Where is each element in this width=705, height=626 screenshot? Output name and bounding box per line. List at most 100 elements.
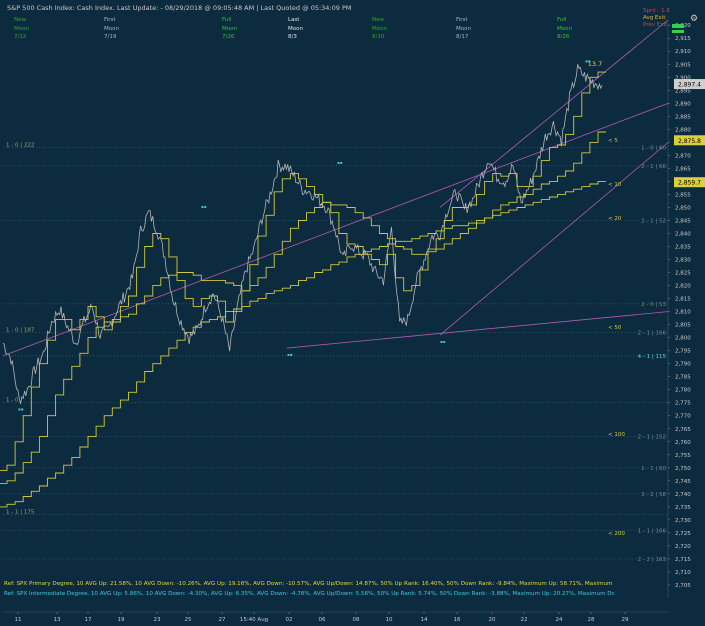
y-tick-label: 2,885	[675, 114, 691, 120]
y-tick-label: 2,735	[675, 505, 691, 511]
spread-indicator-text: Prev Exit	[643, 22, 668, 28]
price-tag	[674, 79, 705, 90]
price-tag-label: 2,875.8	[678, 138, 701, 145]
fib-label-right: 2 - 1 | 66	[641, 164, 666, 170]
ma-label: < 5	[608, 138, 618, 144]
y-tick-label: 2,890	[675, 101, 691, 107]
x-tick-label: 22	[521, 617, 528, 623]
y-tick-label: 2,795	[675, 349, 691, 355]
moon-label: Moon	[222, 26, 237, 32]
fib-label-left: 1 - 0 | 187	[6, 327, 35, 333]
fib-label-right: 2 - 2 | 163	[638, 557, 667, 563]
y-tick-label: 2,720	[675, 544, 691, 550]
trendline	[286, 311, 669, 349]
moon-label: Moon	[372, 26, 387, 32]
y-tick-label: 2,845	[675, 218, 691, 224]
y-tick-label: 2,825	[675, 271, 691, 277]
fib-label-left: 1 - 1 | 175	[6, 510, 35, 516]
y-tick-label: 2,915	[675, 36, 691, 42]
swing-marker: ▪▪	[337, 160, 343, 165]
x-tick-label: 14	[421, 617, 428, 623]
y-tick-label: 2,775	[675, 401, 691, 407]
fib-label-right: 1 - 1 | 60	[641, 466, 666, 472]
x-tick-label: 15:40 Aug	[240, 617, 268, 623]
x-tick-label: 06	[319, 617, 326, 623]
fib-label-right: 4 - 1 | 115	[638, 354, 667, 360]
y-tick-label: 2,810	[675, 310, 691, 316]
moon-label: Moon	[104, 26, 119, 32]
x-tick-label: 23	[154, 617, 161, 623]
ma-label: < 10	[608, 182, 622, 188]
y-tick-label: 2,800	[675, 336, 691, 342]
x-tick-label: 11	[15, 617, 22, 623]
y-tick-label: 2,850	[675, 205, 691, 211]
y-tick-label: 2,820	[675, 284, 691, 290]
fib-label-right: 2 - 1 | 152	[638, 435, 666, 441]
x-tick-label: 19	[118, 617, 125, 623]
moon-label: Moon	[557, 26, 572, 32]
y-tick-label: 2,895	[675, 88, 691, 94]
wave-count-label: 13.7	[588, 60, 602, 68]
moon-phase-label: New	[14, 17, 26, 23]
y-tick-label: 2,835	[675, 245, 691, 251]
moon-phase-label: New	[372, 17, 384, 23]
x-tick-label: 10	[386, 617, 393, 623]
price-series-line	[2, 64, 603, 404]
x-tick-label: 25	[185, 617, 192, 623]
x-tick-label: 13	[54, 617, 61, 623]
fib-label-right: 1 - 1 | 166	[638, 528, 667, 534]
stats-footer-line: Ref: SPX Primary Degree, 10 AVG Up: 21.5…	[4, 581, 612, 587]
fib-label-left: 1 - 0	[6, 398, 19, 404]
price-tag	[674, 177, 705, 188]
y-tick-label: 2,785	[675, 375, 691, 381]
ma-label: < 20	[608, 216, 622, 222]
fib-label-left: 1 - 0 | 222	[6, 143, 34, 149]
y-tick-label: 2,725	[675, 531, 691, 537]
exit-indicator-bar	[672, 30, 684, 33]
y-tick-label: 2,865	[675, 166, 691, 172]
spread-indicator-text: Avg Exit	[643, 15, 666, 21]
y-tick-label: 2,905	[675, 62, 691, 68]
y-tick-label: 2,740	[675, 492, 691, 498]
chart-title: S&P 500 Cash Index: Cash Index. Last Upd…	[7, 4, 351, 12]
price-tag	[674, 135, 705, 146]
moving-average-line	[0, 180, 606, 508]
price-tag-label: 2,897.4	[678, 82, 701, 89]
y-tick-label: 2,900	[675, 75, 691, 81]
moon-phase-label: First	[104, 17, 116, 23]
x-tick-label: 08	[353, 617, 360, 623]
y-tick-label: 2,840	[675, 231, 691, 237]
moving-average-line	[0, 131, 606, 484]
fib-label-right: 2 - 1 | 166	[638, 330, 667, 336]
y-tick-label: 2,870	[675, 153, 691, 159]
y-tick-label: 2,770	[675, 414, 691, 420]
moon-label: Moon	[456, 26, 471, 32]
y-tick-label: 2,750	[675, 466, 691, 472]
y-tick-label: 2,760	[675, 440, 691, 446]
y-tick-label: 2,755	[675, 453, 691, 459]
settings-icon[interactable]: ⚙	[690, 14, 698, 24]
x-tick-label: 24	[556, 617, 563, 623]
moon-phase-label: Full	[557, 17, 567, 23]
price-tag-label: 2,859.7	[678, 180, 701, 187]
y-tick-label: 2,855	[675, 192, 691, 198]
y-tick-label: 2,765	[675, 427, 691, 433]
fib-label-right: 1 - 0 | 60	[641, 146, 666, 152]
y-tick-label: 2,730	[675, 518, 691, 524]
trendline	[439, 19, 669, 208]
swing-marker: ▪▪	[18, 407, 24, 412]
moon-phase-label: Last	[288, 17, 300, 23]
x-tick-label: 29	[622, 617, 629, 623]
moon-date: 7/26	[222, 34, 235, 40]
moving-average-line	[0, 71, 606, 471]
fib-label-right: 3 - 2 | 58	[641, 492, 666, 498]
ma-label: < 50	[608, 325, 622, 331]
swing-marker: ▪▪	[440, 339, 446, 344]
x-tick-label: 17	[85, 617, 92, 623]
moon-label: Moon	[14, 26, 29, 32]
y-tick-label: 2,880	[675, 127, 691, 133]
moon-date: 7/12	[14, 34, 26, 40]
fib-label-right: 2 - 0 | 53	[641, 302, 666, 308]
